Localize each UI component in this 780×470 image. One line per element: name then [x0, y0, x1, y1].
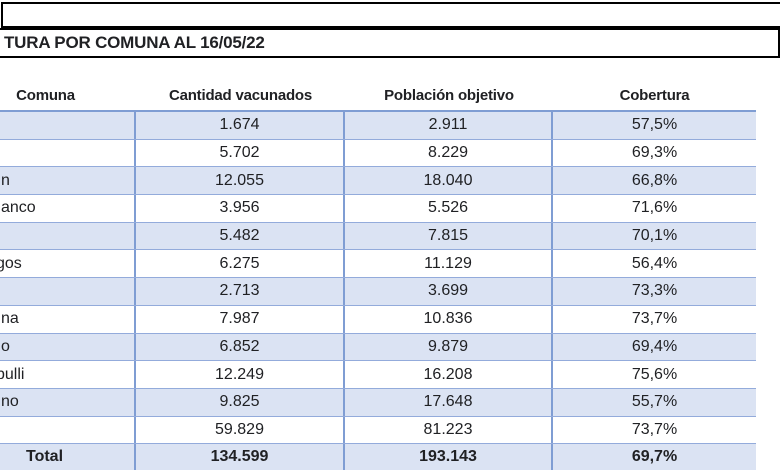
cell-comuna: n	[0, 167, 136, 195]
cell-comuna	[0, 278, 136, 305]
cell-cobertura: 70,1%	[631, 227, 678, 245]
cell-vacunados: 6.275	[136, 250, 345, 278]
cell-vacunados: 6.852	[136, 333, 345, 361]
cell-cobertura: 71,6%	[631, 199, 678, 217]
coverage-table: 1.674 2.911 57,5% 5.702 8.229 69,3% n 12…	[0, 110, 756, 470]
cell-objetivo: 17.648	[345, 388, 553, 416]
table-row: anco 3.956 5.526 71,6%	[0, 195, 756, 223]
cell-vacunados: 59.829	[136, 416, 345, 444]
cell-vacunados: 3.956	[136, 195, 345, 222]
table-row: 5.702 8.229 69,3%	[0, 139, 756, 168]
cell-objetivo: 2.911	[345, 112, 553, 139]
table-total-row: Total 134.599 193.143 69,7%	[0, 444, 756, 470]
col-header-cobertura: Cobertura	[619, 86, 690, 104]
table-row: 1.674 2.911 57,5%	[0, 112, 756, 140]
cell-vacunados: 5.702	[136, 139, 345, 167]
cell-cobertura: 75,6%	[631, 365, 678, 383]
cell-comuna: na	[0, 305, 136, 333]
cell-total-vacunados: 134.599	[136, 444, 345, 470]
cell-comuna	[0, 139, 136, 167]
cell-vacunados: 12.055	[136, 167, 345, 195]
cell-vacunados: 9.825	[136, 388, 345, 416]
table-row: 5.482 7.815 70,1%	[0, 222, 756, 251]
cell-cobertura: 66,8%	[631, 171, 678, 189]
cell-vacunados: 2.713	[136, 278, 345, 305]
cell-comuna: anco	[0, 195, 136, 222]
cell-comuna: o	[0, 333, 136, 361]
cell-cobertura: 57,5%	[631, 116, 678, 134]
cell-vacunados: 12.249	[136, 361, 345, 388]
cell-vacunados: 1.674	[136, 112, 345, 139]
table-row: na 7.987 10.836 73,7%	[0, 305, 756, 334]
col-header-objetivo: Población objetivo	[384, 86, 514, 104]
table-header: Comuna Cantidad vacunados Población obje…	[0, 83, 756, 107]
cell-objetivo: 7.815	[345, 222, 553, 250]
table-row: pulli 12.249 16.208 75,6%	[0, 361, 756, 389]
cell-objetivo: 9.879	[345, 333, 553, 361]
cell-objetivo: 3.699	[345, 278, 553, 305]
cell-vacunados: 7.987	[136, 305, 345, 333]
cell-comuna	[0, 222, 136, 250]
cell-cobertura: 73,7%	[631, 420, 678, 438]
cell-comuna: pulli	[0, 361, 136, 388]
col-header-vacunados: Cantidad vacunados	[168, 86, 313, 104]
col-header-comuna: Comuna	[16, 86, 75, 104]
cell-objetivo: 8.229	[345, 139, 553, 167]
table-row: no 9.825 17.648 55,7%	[0, 388, 756, 417]
cell-objetivo: 5.526	[345, 195, 553, 222]
cell-comuna: no	[0, 388, 136, 416]
report-title: TURA POR COMUNA AL 16/05/22	[4, 33, 265, 52]
cell-cobertura: 69,3%	[631, 144, 678, 162]
cell-objetivo: 11.129	[345, 250, 553, 278]
cell-cobertura: 73,7%	[631, 310, 678, 328]
cell-comuna	[0, 416, 136, 444]
cell-cobertura: 69,4%	[631, 337, 678, 355]
table-row: 59.829 81.223 73,7%	[0, 416, 756, 445]
top-strip	[1, 2, 780, 28]
table-row: n 12.055 18.040 66,8%	[0, 167, 756, 196]
cell-total-label: Total	[0, 444, 136, 470]
cell-comuna: gos	[0, 250, 136, 278]
table-row: gos 6.275 11.129 56,4%	[0, 250, 756, 279]
cell-cobertura: 55,7%	[631, 393, 678, 411]
cell-total-objetivo: 193.143	[345, 444, 553, 470]
cell-cobertura: 73,3%	[631, 282, 678, 300]
cell-objetivo: 81.223	[345, 416, 553, 444]
cell-cobertura: 56,4%	[631, 254, 678, 272]
cell-objetivo: 10.836	[345, 305, 553, 333]
cell-total-cobertura: 69,7%	[631, 448, 678, 466]
cell-objetivo: 16.208	[345, 361, 553, 388]
table-row: o 6.852 9.879 69,4%	[0, 333, 756, 362]
table-row: 2.713 3.699 73,3%	[0, 278, 756, 306]
cell-comuna	[0, 112, 136, 139]
title-box: TURA POR COMUNA AL 16/05/22	[0, 28, 780, 58]
cell-vacunados: 5.482	[136, 222, 345, 250]
cell-objetivo: 18.040	[345, 167, 553, 195]
